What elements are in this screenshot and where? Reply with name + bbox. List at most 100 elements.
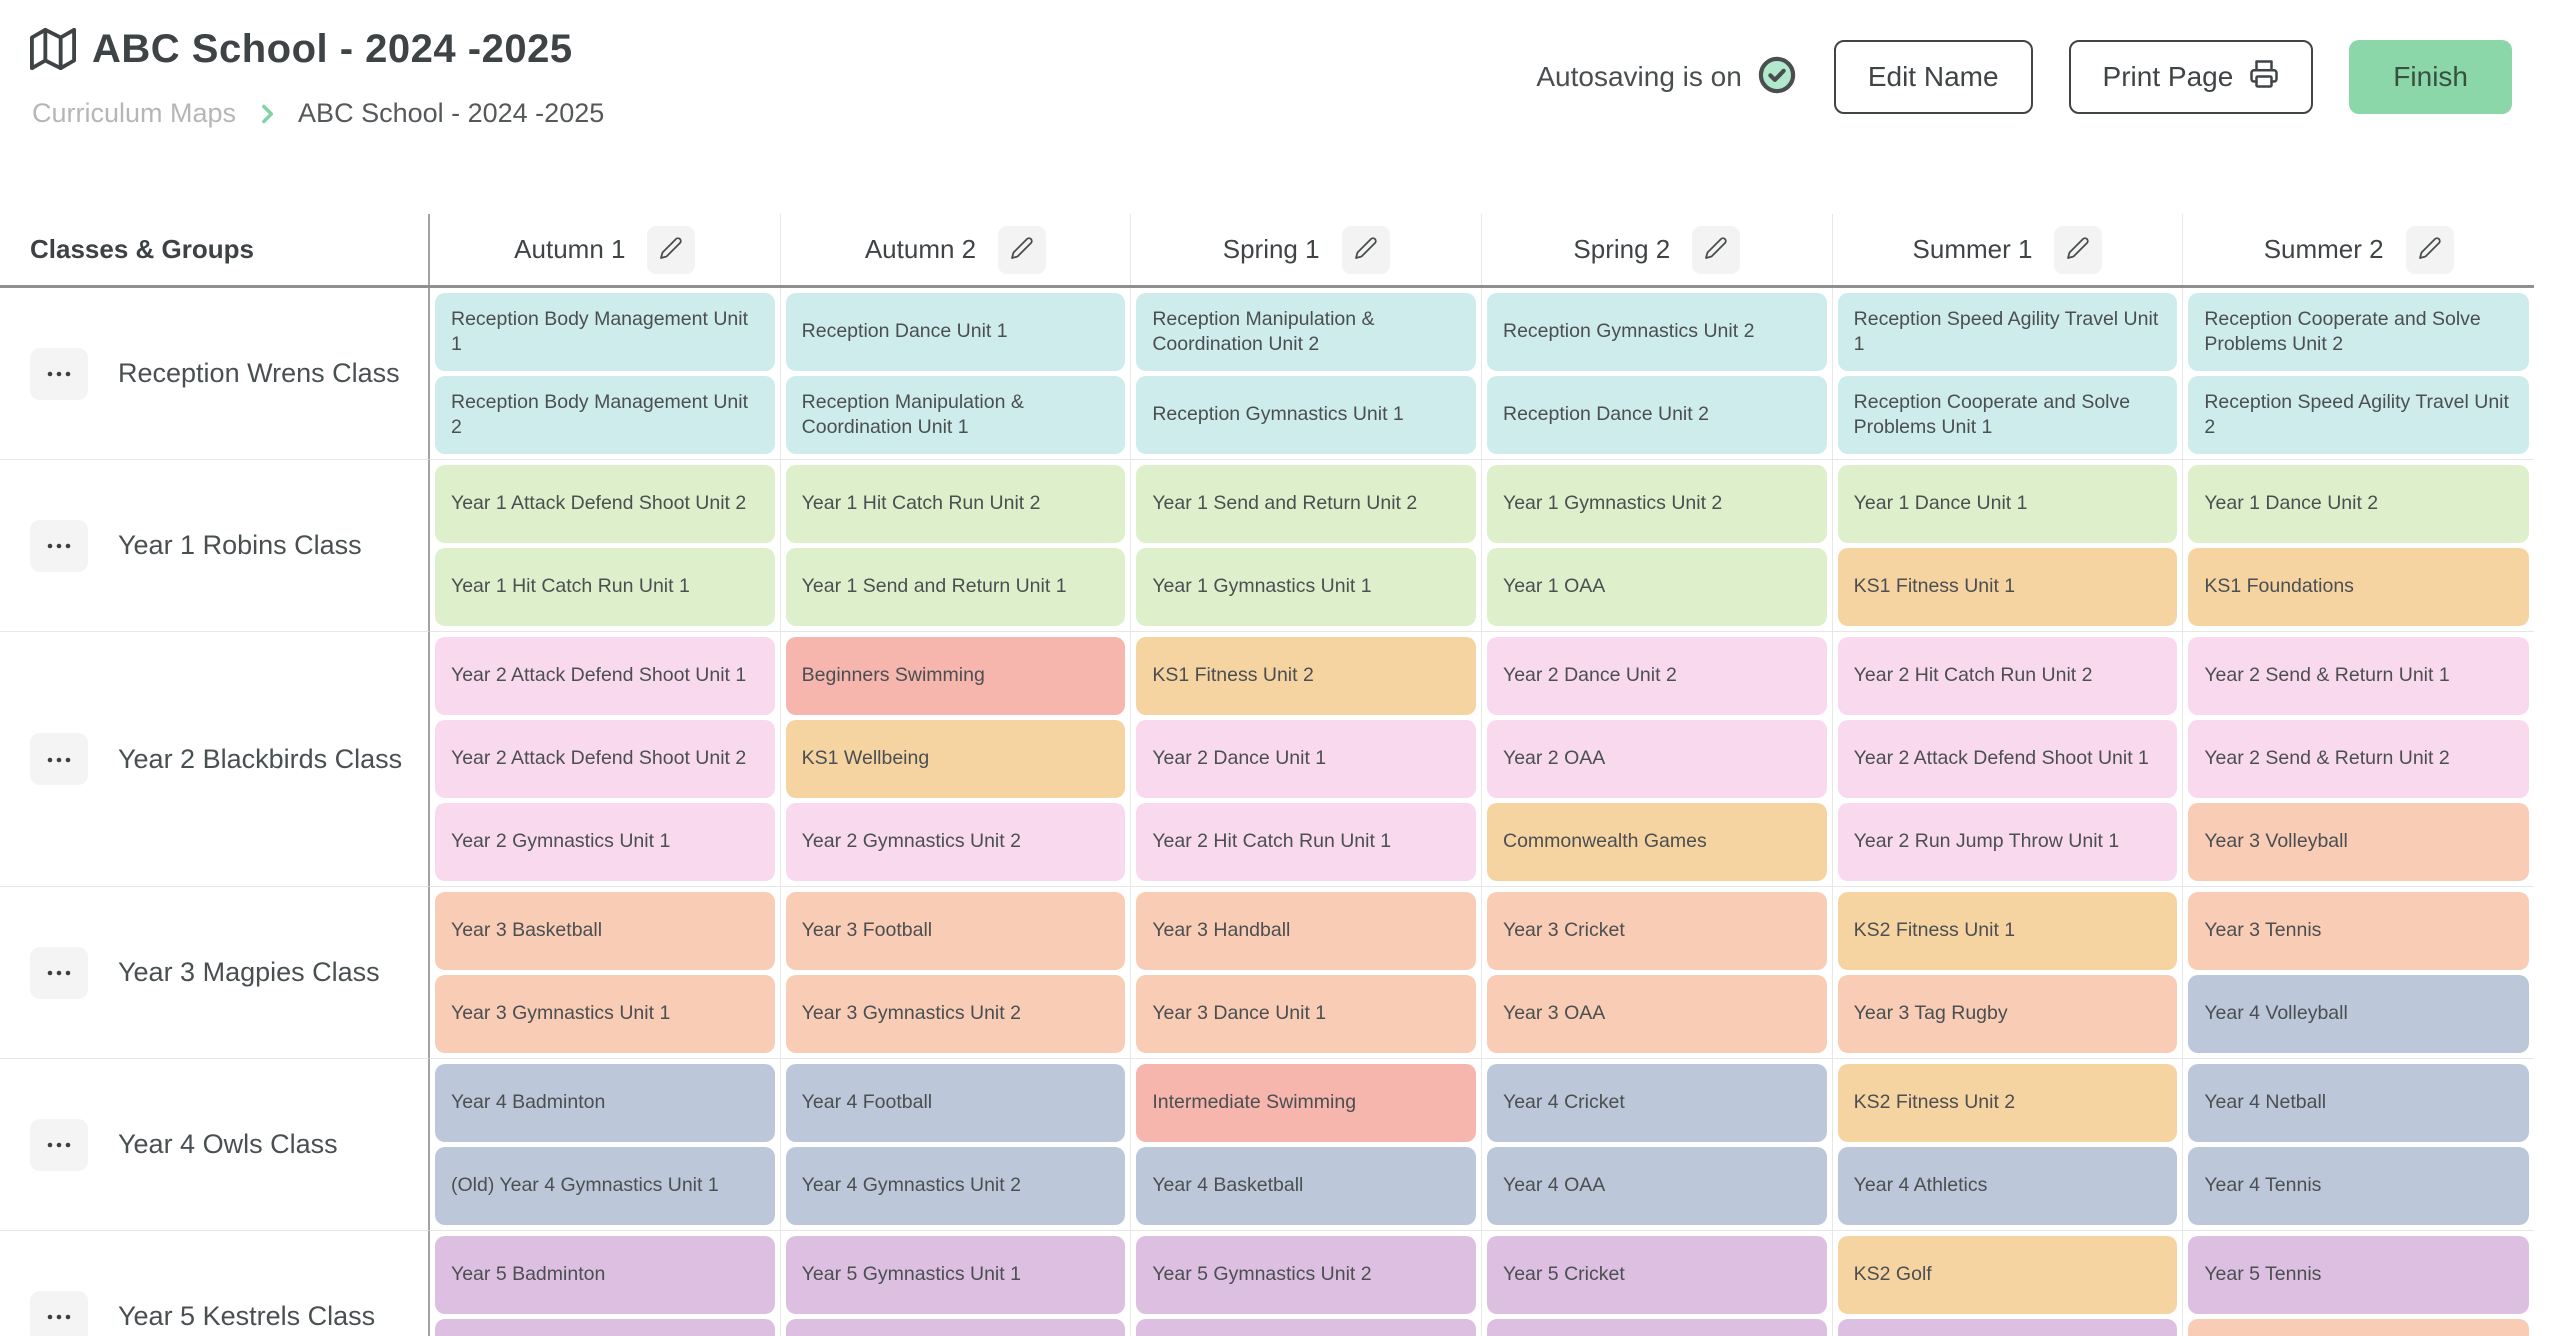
term-cell: Year 1 Gymnastics Unit 2 Year 1 OAA	[1481, 460, 1833, 632]
unit-chip[interactable]: Year 3 OAA	[1486, 975, 1827, 1053]
term-cell: Reception Gymnastics Unit 2 Reception Dan…	[1481, 288, 1833, 460]
finish-button[interactable]: Finish	[2349, 40, 2512, 114]
unit-chip[interactable]: Year 2 Hit Catch Run Unit 1	[1136, 803, 1476, 881]
unit-chip[interactable]: Reception Manipulation & Coordination Un…	[785, 376, 1126, 454]
unit-chip[interactable]: Year 5 Cricket	[1486, 1236, 1827, 1314]
unit-chip[interactable]: Year 2 Dance Unit 2	[1486, 637, 1827, 715]
unit-chip[interactable]: Year 1 Gymnastics Unit 1	[1136, 548, 1476, 626]
unit-chip[interactable]: Year 1 Dance Unit 1	[1837, 465, 2178, 543]
unit-chip[interactable]: Year 1 Send and Return Unit 2	[1136, 465, 1476, 543]
unit-chip[interactable]: Reception Dance Unit 1	[785, 293, 1126, 371]
unit-chip[interactable]: Year 3 Hockey	[2188, 1319, 2529, 1336]
unit-chip[interactable]: Year 5 Badminton	[435, 1236, 775, 1314]
edit-term-button[interactable]	[998, 225, 1047, 274]
unit-chip[interactable]: Reception Speed Agility Travel Unit 1	[1837, 293, 2178, 371]
unit-chip[interactable]: Year 2 Attack Defend Shoot Unit 2	[435, 720, 775, 798]
unit-chip[interactable]: Year 3 Gymnastics Unit 1	[435, 975, 775, 1053]
unit-chip[interactable]: Reception Cooperate and Solve Problems U…	[1837, 376, 2178, 454]
unit-chip[interactable]: KS1 Foundations	[2188, 548, 2529, 626]
print-page-button[interactable]: Print Page	[2068, 40, 2314, 114]
row-menu-button[interactable]	[30, 946, 88, 999]
unit-chip[interactable]: Reception Manipulation & Coordination Un…	[1136, 293, 1476, 371]
unit-chip[interactable]: Year 3 Football	[785, 892, 1126, 970]
edit-term-button[interactable]	[2405, 225, 2454, 274]
unit-chip[interactable]: Year 5 Netball	[1837, 1319, 2178, 1336]
term-cell: Year 1 Hit Catch Run Unit 2 Year 1 Send a…	[780, 460, 1132, 632]
unit-chip[interactable]: Year 1 OAA	[1486, 548, 1827, 626]
row-menu-button[interactable]	[30, 1118, 88, 1171]
unit-chip[interactable]: Commonwealth Games	[1486, 803, 1827, 881]
unit-chip[interactable]: Year 2 Attack Defend Shoot Unit 1	[1837, 720, 2178, 798]
unit-chip[interactable]: Year 4 Badminton	[435, 1064, 775, 1142]
row-menu-button[interactable]	[30, 347, 88, 400]
unit-chip[interactable]: Year 4 Football	[785, 1064, 1126, 1142]
unit-chip[interactable]: Year 3 Tennis	[2188, 892, 2529, 970]
edit-term-button[interactable]	[1692, 225, 1741, 274]
unit-chip[interactable]: Year 3 Cricket	[1486, 892, 1827, 970]
unit-chip[interactable]: Year 3 Tag Rugby	[1837, 975, 2178, 1053]
unit-chip[interactable]: (Old) Year 4 Gymnastics Unit 1	[435, 1147, 775, 1225]
row-menu-button[interactable]	[30, 733, 88, 785]
unit-chip[interactable]: Year 1 Gymnastics Unit 2	[1486, 465, 1827, 543]
unit-chip[interactable]: Year 5 Gymnastics Unit 1	[785, 1236, 1126, 1314]
unit-chip[interactable]: Year 4 Netball	[2188, 1064, 2529, 1142]
unit-chip[interactable]: Year 3 Handball	[1136, 892, 1476, 970]
row-menu-button[interactable]	[30, 1290, 88, 1336]
unit-chip[interactable]: Reception Gymnastics Unit 1	[1136, 376, 1476, 454]
unit-chip[interactable]: Year 1 Dance Unit 2	[2188, 465, 2529, 543]
unit-chip[interactable]: Year 4 Gymnastics Unit 2	[785, 1147, 1126, 1225]
edit-term-button[interactable]	[1341, 225, 1390, 274]
unit-chip[interactable]: Reception Gymnastics Unit 2	[1486, 293, 1827, 371]
unit-chip[interactable]: KS1 Wellbeing	[785, 720, 1126, 798]
unit-chip[interactable]: Reception Cooperate and Solve Problems U…	[2188, 293, 2529, 371]
unit-chip[interactable]: KS2 Fitness Unit 1	[1837, 892, 2178, 970]
unit-chip[interactable]: Year 5 Football	[1136, 1319, 1476, 1336]
unit-chip[interactable]: Year 4 Tennis	[2188, 1147, 2529, 1225]
row-menu-button[interactable]	[30, 519, 88, 572]
unit-chip[interactable]: Reception Body Management Unit 1	[435, 293, 775, 371]
unit-chip[interactable]: Year 2 OAA	[1486, 720, 1827, 798]
unit-chip[interactable]: Year 4 Volleyball	[2188, 975, 2529, 1053]
unit-chip[interactable]: Year 5 Basketball	[435, 1319, 775, 1336]
unit-chip[interactable]: Year 4 OAA	[1486, 1147, 1827, 1225]
unit-chip[interactable]: Year 5 Gymnastics Unit 2	[1136, 1236, 1476, 1314]
unit-chip[interactable]: KS1 Fitness Unit 1	[1837, 548, 2178, 626]
unit-chip[interactable]: KS1 Fitness Unit 2	[1136, 637, 1476, 715]
class-name: Year 3 Magpies Class	[118, 957, 380, 987]
unit-chip[interactable]: Year 5 Tennis	[2188, 1236, 2529, 1314]
unit-chip[interactable]: Year 3 Basketball	[435, 892, 775, 970]
unit-chip[interactable]: Year 2 Gymnastics Unit 2	[785, 803, 1126, 881]
edit-term-button[interactable]	[2054, 225, 2103, 274]
edit-term-button[interactable]	[647, 225, 696, 274]
unit-chip[interactable]: KS2 Golf	[1837, 1236, 2178, 1314]
unit-chip[interactable]: Reception Speed Agility Travel Unit 2	[2188, 376, 2529, 454]
term-cell: Year 3 Cricket Year 3 OAA	[1481, 887, 1833, 1059]
unit-chip[interactable]: Year 2 Run Jump Throw Unit 1	[1837, 803, 2178, 881]
unit-chip[interactable]: KS2 Fitness Unit 2	[1837, 1064, 2178, 1142]
unit-chip[interactable]: Year 4 Basketball	[1136, 1147, 1476, 1225]
unit-chip[interactable]: Year 2 Gymnastics Unit 1	[435, 803, 775, 881]
edit-name-button[interactable]: Edit Name	[1833, 40, 2033, 114]
unit-chip[interactable]: Year 2 Dance Unit 1	[1136, 720, 1476, 798]
unit-chip[interactable]: Year 1 Hit Catch Run Unit 1	[435, 548, 775, 626]
unit-chip[interactable]: Reception Body Management Unit 2	[435, 376, 775, 454]
unit-chip[interactable]: Year 2 Send & Return Unit 1	[2188, 637, 2529, 715]
unit-chip[interactable]: Year 3 Volleyball	[2188, 803, 2529, 881]
unit-chip[interactable]: Year 1 Send and Return Unit 1	[785, 548, 1126, 626]
unit-chip[interactable]: Year 2 Hit Catch Run Unit 2	[1837, 637, 2178, 715]
unit-chip[interactable]: Year 2 Send & Return Unit 2	[2188, 720, 2529, 798]
unit-chip[interactable]: Beginners Swimming	[785, 637, 1126, 715]
unit-chip[interactable]: Reception Dance Unit 2	[1486, 376, 1827, 454]
unit-chip[interactable]: Year 2 Attack Defend Shoot Unit 1	[435, 637, 775, 715]
unit-chip[interactable]: Intermediate Swimming	[1136, 1064, 1476, 1142]
unit-chip[interactable]: Year 1 Hit Catch Run Unit 2	[785, 465, 1126, 543]
unit-chip[interactable]: Year 5 OAA	[1486, 1319, 1827, 1336]
breadcrumb-parent-link[interactable]: Curriculum Maps	[32, 98, 237, 128]
term-cell: Year 1 Dance Unit 2 KS1 Foundations	[2183, 460, 2534, 632]
unit-chip[interactable]: Year 3 Gymnastics Unit 2	[785, 975, 1126, 1053]
unit-chip[interactable]: Year 3 Dance Unit 1	[1136, 975, 1476, 1053]
unit-chip[interactable]: Year 4 Athletics	[1837, 1147, 2178, 1225]
unit-chip[interactable]: Year 4 Cricket	[1486, 1064, 1827, 1142]
unit-chip[interactable]: Year 1 Attack Defend Shoot Unit 2	[435, 465, 775, 543]
unit-chip[interactable]: Year 5 Dance Unit 1	[785, 1319, 1126, 1336]
